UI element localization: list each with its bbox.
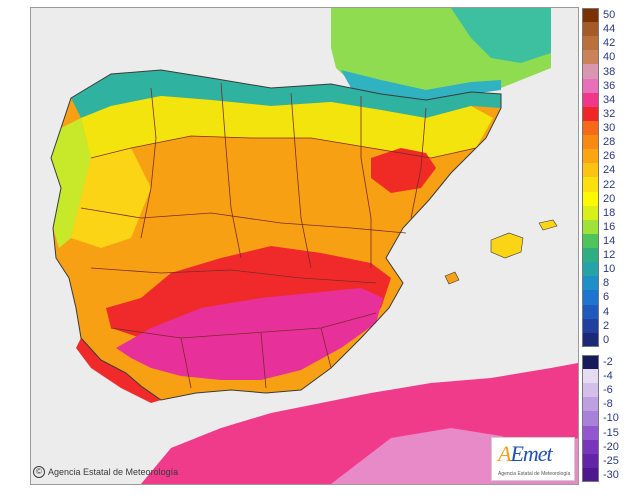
legend-swatch (582, 219, 599, 235)
legend-label: -20 (603, 440, 619, 453)
legend-swatch (582, 120, 599, 136)
temperature-map (30, 7, 579, 485)
ibiza-island (444, 271, 460, 285)
legend-label: 36 (603, 79, 616, 92)
legend-swatch (582, 163, 599, 178)
legend-swatch (582, 276, 599, 291)
france-highlands (451, 8, 551, 63)
legend-swatch (582, 425, 599, 441)
legend-swatch (582, 332, 599, 348)
legend-label: -2 (603, 355, 613, 368)
legend-label: 2 (603, 319, 610, 332)
legend-label: 44 (603, 23, 616, 36)
legend-label: 6 (603, 291, 610, 304)
legend-label: -15 (603, 426, 619, 439)
copyright-icon: © (33, 466, 45, 478)
legend-label: 34 (603, 93, 616, 106)
aemet-logo-wordmark: AEmet (498, 441, 553, 466)
credit-line: © Agencia Estatal de Meteorología (33, 466, 178, 478)
north-yellow-band (81, 96, 493, 158)
northwest-green (51, 118, 91, 248)
legend-label: 40 (603, 51, 616, 64)
legend-swatch (582, 50, 599, 65)
legend-label: 18 (603, 206, 616, 219)
legend-label: 16 (603, 220, 616, 233)
legend-label: 12 (603, 249, 616, 262)
legend-label: 20 (603, 192, 616, 205)
legend-swatch (582, 467, 599, 483)
legend-swatch (582, 78, 599, 94)
legend-swatch (582, 439, 599, 455)
legend-label: 0 (603, 333, 610, 346)
legend-label: -25 (603, 454, 619, 467)
legend-label: -4 (603, 370, 613, 383)
legend-label: 32 (603, 107, 616, 120)
legend-swatch (582, 354, 599, 370)
northeast-hot-zone (371, 148, 436, 193)
menorca-island (538, 219, 558, 231)
legend-swatch (582, 205, 599, 221)
legend-swatch (582, 106, 599, 122)
region-borders (80, 82, 477, 389)
legend-swatch (582, 318, 599, 334)
aemet-logo-subtitle: Agencia Estatal de Meteorología (498, 471, 571, 477)
aemet-logo: AEmet Agencia Estatal de Meteorología (491, 437, 575, 481)
legend-label: -30 (603, 468, 619, 481)
legend-label: -6 (603, 384, 613, 397)
legend-label: 30 (603, 122, 616, 135)
legend-label: 22 (603, 178, 616, 191)
legend-swatch (582, 8, 599, 23)
legend-swatch (582, 290, 599, 306)
legend-label: 28 (603, 136, 616, 149)
legend-swatch (582, 383, 599, 398)
west-yellow (71, 148, 151, 248)
legend-swatch (582, 453, 599, 469)
legend-swatch (582, 304, 599, 320)
temperature-legend: 50 44 42 40 38 36 34 32 30 28 26 24 22 20 18 16 14 12 10 8 6… (582, 8, 630, 483)
legend-label: 50 (603, 9, 616, 22)
north-coast-cool (71, 70, 501, 118)
mallorca-island (490, 232, 524, 259)
legend-label: 10 (603, 263, 616, 276)
legend-label: 42 (603, 37, 616, 50)
legend-swatch (582, 248, 599, 263)
legend-swatch (582, 92, 599, 108)
legend-swatch (582, 22, 599, 37)
legend-swatch (582, 36, 599, 51)
legend-label: 14 (603, 235, 616, 247)
legend-swatch (582, 411, 599, 426)
legend-swatch (582, 369, 599, 384)
legend-swatch (582, 177, 599, 193)
map-svg (50, 8, 578, 484)
legend-label: 24 (603, 164, 616, 177)
legend-swatch (582, 262, 599, 277)
south-hottest-zone (116, 288, 383, 380)
legend-label: -10 (603, 412, 619, 425)
southwest-hot-strip (76, 338, 161, 403)
legend-swatch (582, 191, 599, 207)
legend-label: -8 (603, 398, 613, 411)
legend-swatch (582, 233, 599, 249)
credit-text: Agencia Estatal de Meteorología (48, 467, 179, 477)
legend-label: 26 (603, 150, 616, 163)
legend-label: 4 (603, 305, 610, 318)
legend-label: 38 (603, 65, 616, 78)
legend-label: 8 (603, 277, 610, 290)
legend-swatch (582, 149, 599, 164)
iberia-coastline (50, 69, 502, 401)
legend-swatch (582, 397, 599, 412)
legend-swatch (582, 135, 599, 150)
legend-swatch (582, 64, 599, 80)
